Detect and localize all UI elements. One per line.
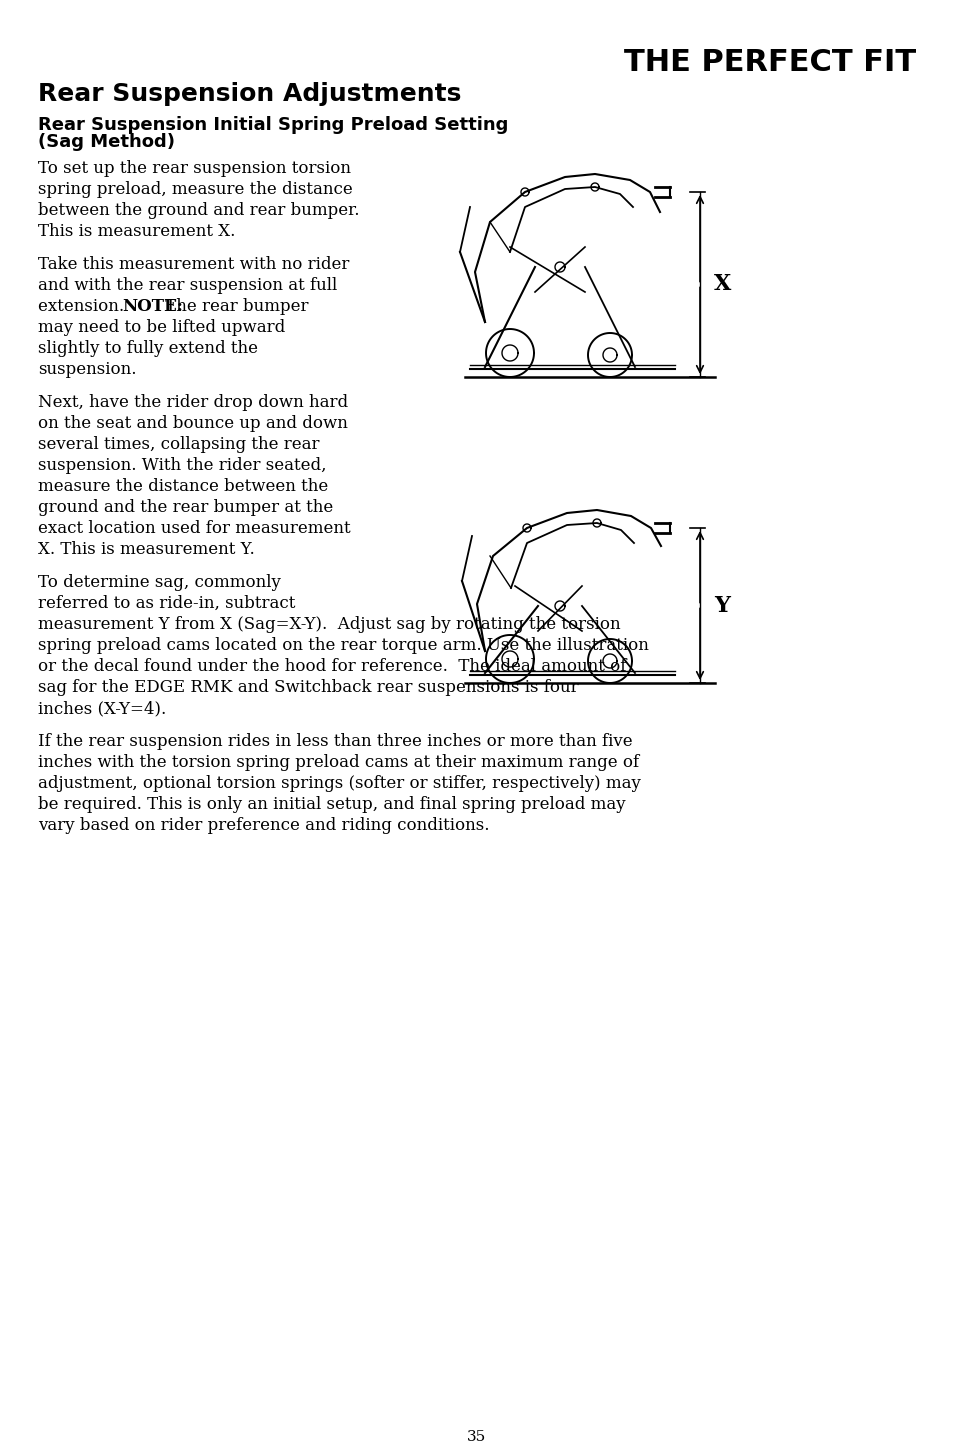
Text: suspension. With the rider seated,: suspension. With the rider seated,: [38, 457, 326, 474]
Text: X: X: [713, 273, 731, 295]
Text: spring preload cams located on the rear torque arm. Use the illustration: spring preload cams located on the rear …: [38, 637, 648, 654]
Text: between the ground and rear bumper.: between the ground and rear bumper.: [38, 202, 359, 220]
Text: may need to be lifted upward: may need to be lifted upward: [38, 318, 285, 336]
Text: sag for the EDGE RMK and Switchback rear suspensions is four: sag for the EDGE RMK and Switchback rear…: [38, 679, 578, 696]
Text: measure the distance between the: measure the distance between the: [38, 478, 328, 494]
Text: inches with the torsion spring preload cams at their maximum range of: inches with the torsion spring preload c…: [38, 755, 639, 771]
Text: exact location used for measurement: exact location used for measurement: [38, 521, 351, 537]
Text: To determine sag, commonly: To determine sag, commonly: [38, 574, 280, 590]
Text: To set up the rear suspension torsion: To set up the rear suspension torsion: [38, 160, 351, 177]
Text: adjustment, optional torsion springs (softer or stiffer, respectively) may: adjustment, optional torsion springs (so…: [38, 775, 640, 792]
Text: Rear Suspension Initial Spring Preload Setting: Rear Suspension Initial Spring Preload S…: [38, 116, 508, 134]
Text: inches (X-Y=4).: inches (X-Y=4).: [38, 699, 166, 717]
Text: on the seat and bounce up and down: on the seat and bounce up and down: [38, 414, 348, 432]
Text: X. This is measurement Y.: X. This is measurement Y.: [38, 541, 254, 558]
Text: suspension.: suspension.: [38, 361, 136, 378]
Text: 35: 35: [467, 1429, 486, 1444]
Text: slightly to fully extend the: slightly to fully extend the: [38, 340, 257, 358]
Text: Next, have the rider drop down hard: Next, have the rider drop down hard: [38, 394, 348, 411]
Text: This is measurement X.: This is measurement X.: [38, 222, 235, 240]
Text: or the decal found under the hood for reference.  The ideal amount of: or the decal found under the hood for re…: [38, 659, 626, 675]
Text: (Sag Method): (Sag Method): [38, 132, 174, 151]
Text: and with the rear suspension at full: and with the rear suspension at full: [38, 278, 337, 294]
Text: THE PERFECT FIT: THE PERFECT FIT: [623, 48, 915, 77]
Text: ground and the rear bumper at the: ground and the rear bumper at the: [38, 499, 333, 516]
Text: vary based on rider preference and riding conditions.: vary based on rider preference and ridin…: [38, 817, 489, 835]
Text: referred to as ride-in, subtract: referred to as ride-in, subtract: [38, 595, 295, 612]
Text: NOTE:: NOTE:: [123, 298, 183, 316]
Text: several times, collapsing the rear: several times, collapsing the rear: [38, 436, 319, 454]
Text: If the rear suspension rides in less than three inches or more than five: If the rear suspension rides in less tha…: [38, 733, 632, 750]
Text: Take this measurement with no rider: Take this measurement with no rider: [38, 256, 349, 273]
Text: The rear bumper: The rear bumper: [160, 298, 308, 316]
Text: Y: Y: [713, 595, 729, 616]
Text: spring preload, measure the distance: spring preload, measure the distance: [38, 180, 353, 198]
Text: Rear Suspension Adjustments: Rear Suspension Adjustments: [38, 81, 461, 106]
Text: be required. This is only an initial setup, and final spring preload may: be required. This is only an initial set…: [38, 795, 625, 813]
Text: measurement Y from X (Sag=X-Y).  Adjust sag by rotating the torsion: measurement Y from X (Sag=X-Y). Adjust s…: [38, 616, 620, 632]
Text: extension.: extension.: [38, 298, 134, 316]
